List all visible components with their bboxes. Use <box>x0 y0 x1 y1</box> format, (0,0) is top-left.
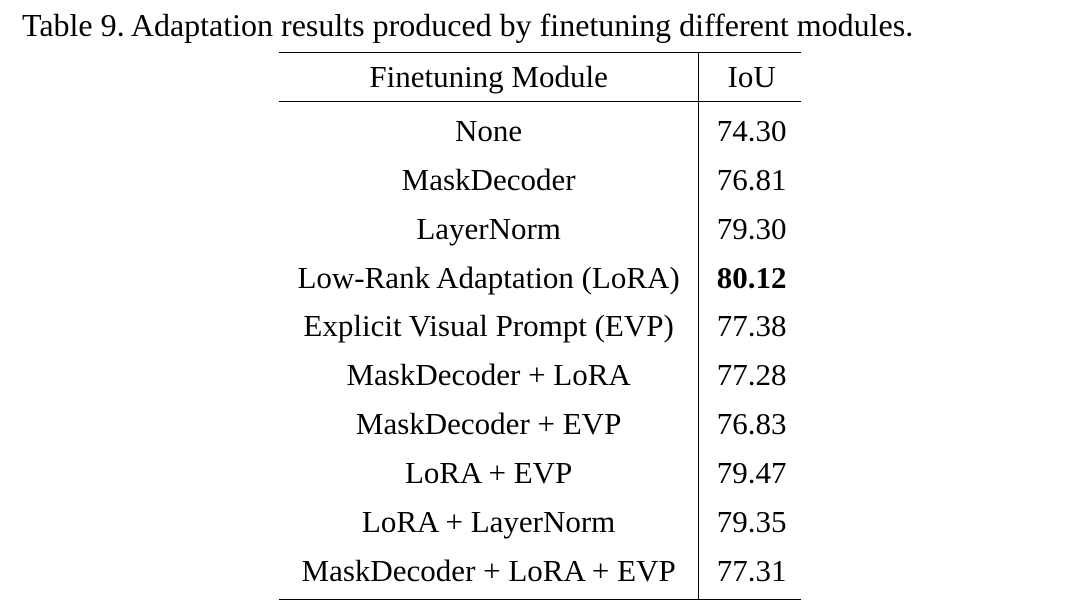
table-row: MaskDecoder + LoRA + EVP 77.31 <box>279 546 800 600</box>
cell-iou: 76.83 <box>698 400 800 449</box>
cell-module: None <box>279 102 698 156</box>
cell-iou: 79.47 <box>698 448 800 497</box>
table-row: MaskDecoder + LoRA 77.28 <box>279 351 800 400</box>
table-row: MaskDecoder 76.81 <box>279 155 800 204</box>
page: Table 9. Adaptation results produced by … <box>0 0 1080 524</box>
cell-module: MaskDecoder + EVP <box>279 400 698 449</box>
cell-module: LayerNorm <box>279 204 698 253</box>
cell-module: MaskDecoder + LoRA + EVP <box>279 546 698 600</box>
cell-module: MaskDecoder <box>279 155 698 204</box>
col-header-module: Finetuning Module <box>279 53 698 102</box>
cell-module: Low-Rank Adaptation (LoRA) <box>279 253 698 302</box>
cell-iou: 79.35 <box>698 497 800 546</box>
results-table: Finetuning Module IoU None 74.30 MaskDec… <box>279 52 800 600</box>
cell-iou: 79.30 <box>698 204 800 253</box>
cell-iou: 77.28 <box>698 351 800 400</box>
cell-module: Explicit Visual Prompt (EVP) <box>279 302 698 351</box>
cell-iou: 74.30 <box>698 102 800 156</box>
table-row: MaskDecoder + EVP 76.83 <box>279 400 800 449</box>
cell-iou: 77.31 <box>698 546 800 600</box>
cell-module: LoRA + EVP <box>279 448 698 497</box>
table-number: Table 9. <box>22 7 125 43</box>
table-row: Low-Rank Adaptation (LoRA) 80.12 <box>279 253 800 302</box>
table-wrap: Finetuning Module IoU None 74.30 MaskDec… <box>0 52 1080 600</box>
col-header-iou: IoU <box>698 53 800 102</box>
cell-module: MaskDecoder + LoRA <box>279 351 698 400</box>
table-row: None 74.30 <box>279 102 800 156</box>
table-body: None 74.30 MaskDecoder 76.81 LayerNorm 7… <box>279 102 800 600</box>
table-row: LayerNorm 79.30 <box>279 204 800 253</box>
table-row: LoRA + LayerNorm 79.35 <box>279 497 800 546</box>
cell-iou: 77.38 <box>698 302 800 351</box>
cell-iou: 80.12 <box>698 253 800 302</box>
table-caption: Table 9. Adaptation results produced by … <box>22 7 913 44</box>
cell-module: LoRA + LayerNorm <box>279 497 698 546</box>
table-header-row: Finetuning Module IoU <box>279 53 800 102</box>
table-caption-text: Adaptation results produced by finetunin… <box>131 7 913 43</box>
table-row: LoRA + EVP 79.47 <box>279 448 800 497</box>
table-row: Explicit Visual Prompt (EVP) 77.38 <box>279 302 800 351</box>
cell-iou: 76.81 <box>698 155 800 204</box>
